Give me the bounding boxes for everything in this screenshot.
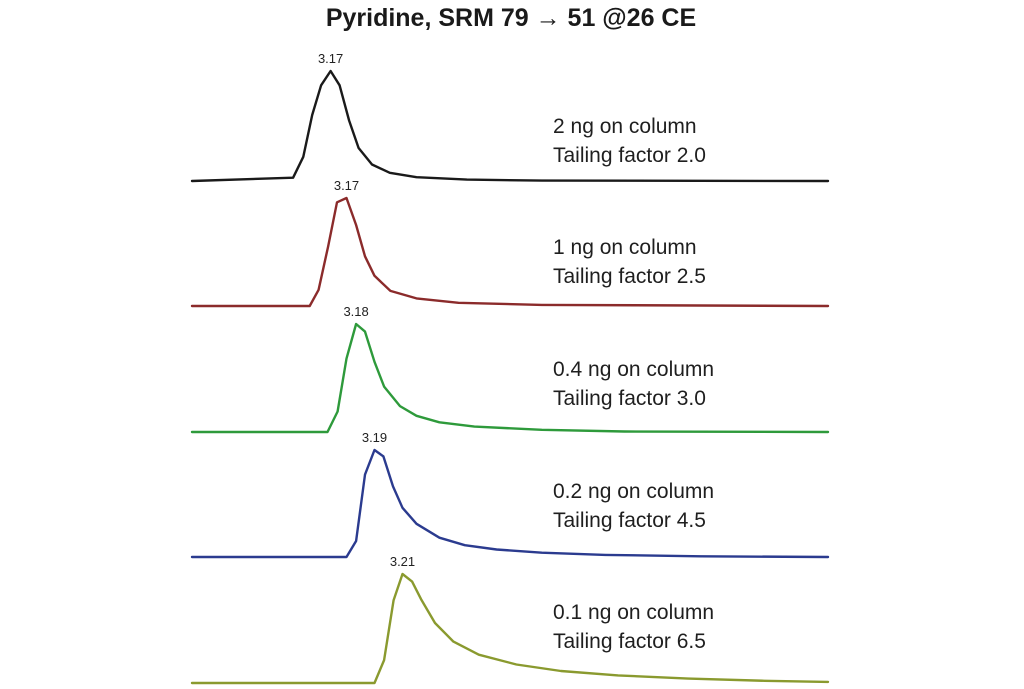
tailing-label-3: Tailing factor 3.0 [553,387,706,410]
peak-label-2: 3.17 [334,178,359,193]
peak-label-3: 3.18 [343,304,368,319]
tailing-label-2: Tailing factor 2.5 [553,265,706,288]
amount-label-4: 0.2 ng on column [553,480,714,503]
trace-line-2 [190,196,830,308]
peak-label-1: 3.17 [318,51,343,66]
amount-label-5: 0.1 ng on column [553,601,714,624]
trace-line-3 [190,322,830,434]
trace-line-1 [190,69,830,183]
peak-label-4: 3.19 [362,430,387,445]
amount-label-1: 2 ng on column [553,115,697,138]
peak-label-5: 3.21 [390,554,415,569]
trace-line-4 [190,448,830,559]
tailing-label-5: Tailing factor 6.5 [553,630,706,653]
trace-line-5 [190,572,830,685]
amount-label-3: 0.4 ng on column [553,358,714,381]
tailing-label-1: Tailing factor 2.0 [553,144,706,167]
tailing-label-4: Tailing factor 4.5 [553,509,706,532]
chart-title: Pyridine, SRM 79 → 51 @26 CE [326,4,696,32]
amount-label-2: 1 ng on column [553,236,697,259]
chromatogram-traces: 3.17 2 ng on column Tailing factor 2.0 3.17… [190,51,830,685]
